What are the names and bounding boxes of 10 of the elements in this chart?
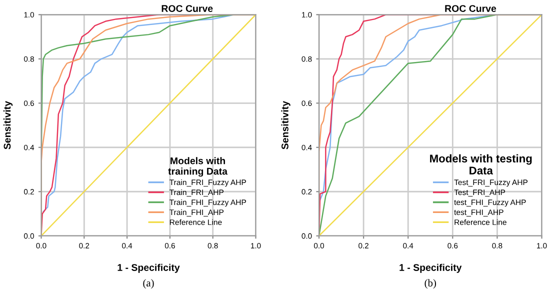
legend-title: Models with testing Data [430, 154, 532, 174]
x-axis-title: 1 - Specificity [400, 264, 462, 273]
text: (b) [424, 279, 436, 289]
y-axis-title: Sensitivity [281, 100, 290, 150]
chart-title: ROC Curve [445, 5, 496, 12]
chart-title: ROC Curve [162, 5, 213, 12]
text: (a) [143, 279, 154, 289]
y-axis-title: Sensitivity [4, 100, 13, 150]
x-axis-title: 1 - Specificity [118, 264, 180, 273]
legend-title: Models with training Data [168, 157, 228, 177]
